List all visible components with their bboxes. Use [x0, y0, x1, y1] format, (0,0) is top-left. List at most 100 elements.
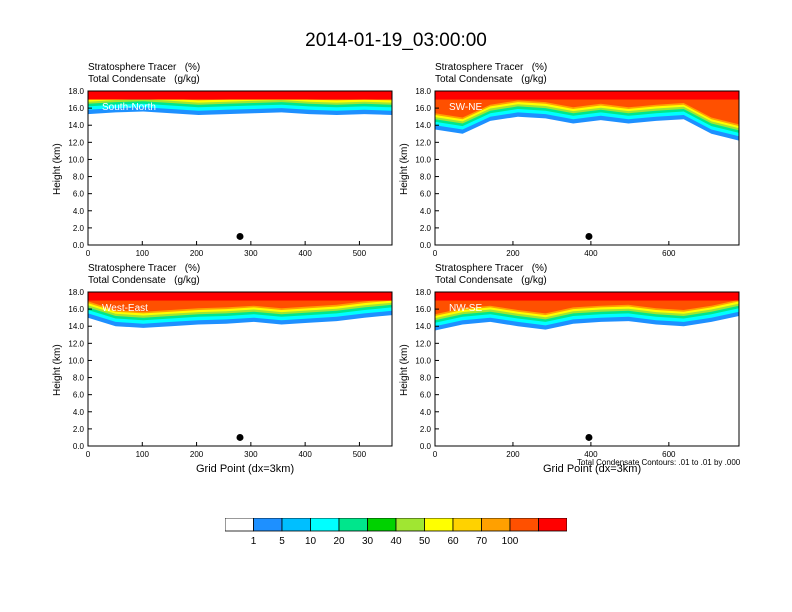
tracer-layer-top — [435, 292, 739, 301]
x-tick-label: 600 — [662, 450, 676, 459]
plot-frame — [434, 90, 740, 246]
x-tick-label: 400 — [298, 450, 312, 459]
colorbar-label: 60 — [447, 536, 459, 547]
y-tick-label: 4.0 — [73, 408, 85, 417]
x-tick-label: 0 — [86, 249, 91, 258]
y-tick-label: 10.0 — [415, 356, 431, 365]
colorbar-cell — [367, 518, 397, 532]
panel-title-condensate: Total Condensate (g/kg) — [88, 74, 200, 85]
colorbar-label: 70 — [475, 536, 488, 547]
y-tick-label: 18.0 — [415, 288, 431, 297]
colorbar-cell — [310, 518, 340, 532]
y-tick-label: 18.0 — [415, 87, 431, 96]
colorbar-label: 30 — [361, 536, 374, 547]
y-tick-label: 12.0 — [415, 339, 431, 348]
y-tick-label: 8.0 — [420, 374, 432, 383]
panel-title-tracer: Stratosphere Tracer (%) — [88, 263, 201, 274]
x-tick-label: 200 — [506, 450, 520, 459]
panel-title-condensate: Total Condensate (g/kg) — [435, 74, 547, 85]
location-marker — [236, 433, 244, 441]
location-marker — [236, 232, 244, 240]
panel-title-tracer: Stratosphere Tracer (%) — [435, 263, 548, 274]
colorbar-label: 10 — [304, 536, 317, 547]
y-tick-label: 16.0 — [68, 305, 84, 314]
section-label: NW-SE — [449, 303, 482, 314]
y-tick-label: 2.0 — [420, 224, 432, 233]
colorbar-label: 20 — [333, 536, 345, 547]
y-tick-label: 0.0 — [73, 442, 85, 451]
y-tick-label: 16.0 — [415, 305, 431, 314]
colorbar-cell — [452, 518, 482, 532]
colorbar-label: 1 — [250, 536, 257, 547]
x-tick-label: 0 — [433, 450, 438, 459]
x-tick-label: 600 — [662, 249, 676, 258]
y-tick-label: 4.0 — [73, 207, 85, 216]
y-tick-label: 18.0 — [68, 87, 84, 96]
y-tick-label: 8.0 — [73, 173, 85, 182]
x-tick-label: 300 — [244, 249, 258, 258]
y-tick-label: 16.0 — [68, 104, 84, 113]
x-axis-label: Grid Point (dx=3km) — [196, 463, 295, 475]
x-tick-label: 100 — [136, 450, 150, 459]
y-tick-label: 6.0 — [420, 391, 432, 400]
colorbar-label: 50 — [418, 536, 431, 547]
y-tick-label: 4.0 — [420, 408, 432, 417]
x-tick-label: 300 — [244, 450, 258, 459]
cross-section-plot: West-East 0.0 2.0 4.0 6.0 8.0 10.0 12.0 14.0 16.0… — [68, 288, 393, 459]
colorbar-cell — [225, 518, 254, 532]
y-tick-label: 16.0 — [415, 104, 431, 113]
colorbar-cell — [395, 518, 425, 532]
tracer-layer-top — [88, 292, 392, 301]
section-label: South-North — [102, 102, 156, 113]
colorbar-label: 40 — [390, 536, 402, 547]
plot-frame — [434, 291, 740, 447]
plot-frame — [87, 291, 393, 447]
y-tick-label: 0.0 — [420, 442, 432, 451]
colorbar-cell — [253, 518, 283, 532]
cross-section-plot: NW-SE 0.0 2.0 4.0 6.0 8.0 10.0 12.0 14.0 16.0 18.0… — [415, 288, 740, 459]
location-marker — [585, 232, 593, 240]
section-label: West-East — [102, 303, 148, 314]
y-tick-label: 10.0 — [68, 356, 84, 365]
y-tick-label: 0.0 — [420, 241, 432, 250]
y-tick-label: 12.0 — [68, 339, 84, 348]
section-label: SW-NE — [449, 102, 482, 113]
colorbar-cell — [509, 518, 539, 532]
x-tick-label: 400 — [298, 249, 312, 258]
contour-note: Total Condensate Contours: .01 to .01 by… — [577, 458, 741, 467]
y-tick-label: 18.0 — [68, 288, 84, 297]
y-tick-label: 2.0 — [73, 425, 85, 434]
panel-title-tracer: Stratosphere Tracer (%) — [435, 62, 548, 73]
y-tick-label: 14.0 — [68, 121, 84, 130]
panel-title-tracer: Stratosphere Tracer (%) — [88, 62, 201, 73]
y-tick-label: 2.0 — [420, 425, 432, 434]
x-tick-label: 200 — [190, 249, 204, 258]
x-tick-label: 400 — [584, 249, 598, 258]
y-tick-label: 14.0 — [68, 322, 84, 331]
y-tick-label: 10.0 — [68, 155, 84, 164]
cross-section-plot: SW-NE 0.0 2.0 4.0 6.0 8.0 10.0 12.0 14.0 16.0 18.0… — [415, 87, 740, 258]
colorbar-label: 5 — [279, 536, 285, 547]
panel-title-condensate: Total Condensate (g/kg) — [88, 275, 200, 286]
y-tick-label: 14.0 — [415, 322, 431, 331]
x-tick-label: 500 — [353, 450, 367, 459]
y-tick-label: 14.0 — [415, 121, 431, 130]
y-tick-label: 2.0 — [73, 224, 85, 233]
tracer-layer-top — [435, 91, 739, 100]
colorbar-cell — [338, 518, 368, 532]
colorbar-cell — [538, 518, 567, 532]
x-tick-label: 0 — [433, 249, 438, 258]
colorbar — [225, 518, 567, 532]
x-tick-label: 0 — [86, 450, 91, 459]
cross-section-plot: South-North 0.0 2.0 4.0 6.0 8.0 10.0 12.0 14.0 16… — [68, 87, 393, 258]
location-marker — [585, 433, 593, 441]
plot-frame — [87, 90, 393, 246]
x-tick-label: 500 — [353, 249, 367, 258]
x-tick-label: 100 — [136, 249, 150, 258]
x-axis-label: Grid Point (dx=3km) — [543, 463, 642, 475]
y-tick-label: 8.0 — [73, 374, 85, 383]
y-tick-label: 6.0 — [420, 190, 432, 199]
y-tick-label: 6.0 — [73, 190, 85, 199]
colorbar-cell — [281, 518, 311, 532]
colorbar-label: 100 — [501, 536, 519, 547]
